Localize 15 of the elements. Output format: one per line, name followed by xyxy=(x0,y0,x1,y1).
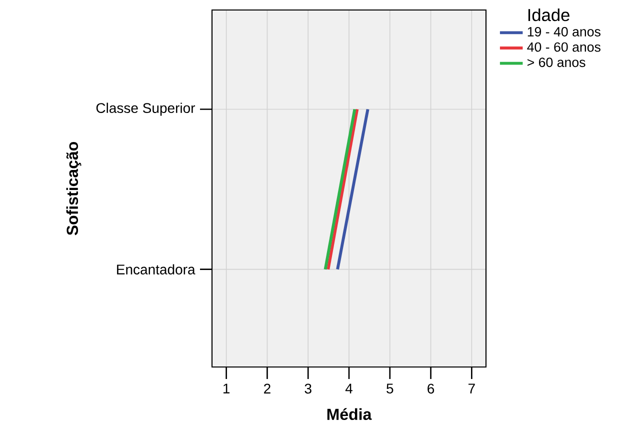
y-tick-label: Classe Superior xyxy=(96,102,196,116)
legend-label: > 60 anos xyxy=(527,58,586,68)
x-tick-label: 5 xyxy=(386,384,394,394)
x-tick-label: 3 xyxy=(304,384,312,394)
x-tick-label: 7 xyxy=(468,384,475,394)
legend-title: Idade xyxy=(528,8,570,22)
legend-label: 19 - 40 anos xyxy=(528,27,600,36)
legend-label: 40 - 60 anos xyxy=(527,42,600,52)
x-tick-label: 2 xyxy=(264,384,270,394)
x-tick-label: 4 xyxy=(345,384,352,394)
y-tick-label: Encantadora xyxy=(117,264,196,274)
x-axis-title: Média xyxy=(327,408,372,420)
x-tick-label: 1 xyxy=(223,384,230,394)
y-axis-title: Sofisticação xyxy=(66,142,82,236)
x-tick-label: 6 xyxy=(428,384,434,394)
